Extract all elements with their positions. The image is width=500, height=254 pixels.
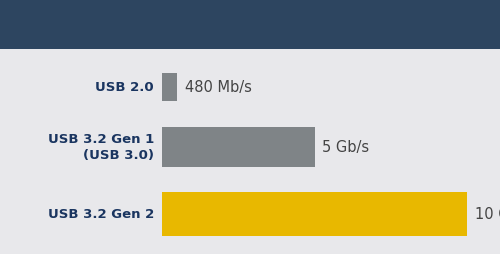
Text: USB 3.2 Gen 2: USB 3.2 Gen 2: [48, 208, 154, 221]
Text: USB 3.2 Gen 1
(USB 3.0): USB 3.2 Gen 1 (USB 3.0): [48, 133, 154, 162]
Text: 10 Gb/s: 10 Gb/s: [475, 207, 500, 222]
Bar: [162, 192, 467, 236]
Bar: [162, 74, 176, 102]
Text: 5 Gb/s: 5 Gb/s: [322, 140, 370, 155]
Text: 480 Mb/s: 480 Mb/s: [184, 80, 252, 95]
Text: USB 2.0: USB 2.0: [96, 81, 154, 94]
Bar: [162, 128, 314, 167]
